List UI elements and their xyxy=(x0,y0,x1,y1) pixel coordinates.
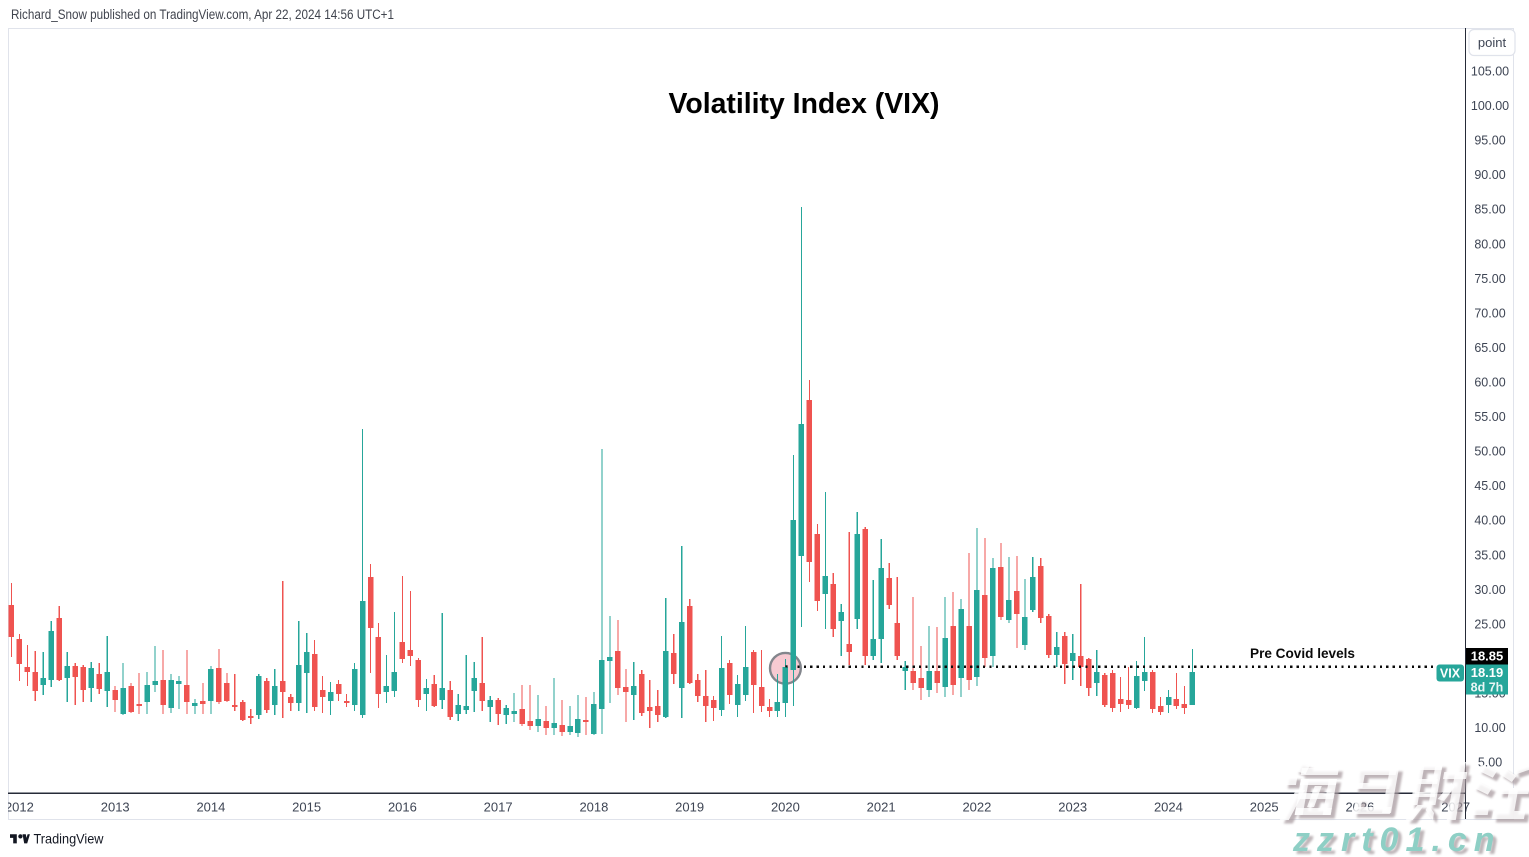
svg-text:2023: 2023 xyxy=(1058,800,1087,815)
svg-text:2018: 2018 xyxy=(579,800,608,815)
svg-text:2015: 2015 xyxy=(292,800,321,815)
svg-text:2017: 2017 xyxy=(484,800,513,815)
svg-text:45.00: 45.00 xyxy=(1474,479,1505,493)
svg-text:2019: 2019 xyxy=(675,800,704,815)
svg-text:25.00: 25.00 xyxy=(1474,617,1505,631)
svg-text:Volatility Index (VIX): Volatility Index (VIX) xyxy=(669,88,940,120)
svg-text:80.00: 80.00 xyxy=(1474,237,1505,251)
svg-text:2020: 2020 xyxy=(771,800,800,815)
svg-text:zzrt01.cn: zzrt01.cn xyxy=(1292,821,1502,857)
svg-text:2012: 2012 xyxy=(5,800,34,815)
svg-text:55.00: 55.00 xyxy=(1474,410,1505,424)
svg-text:2014: 2014 xyxy=(196,800,225,815)
svg-text:18.85: 18.85 xyxy=(1471,649,1504,664)
svg-text:40.00: 40.00 xyxy=(1474,514,1505,528)
svg-text:50.00: 50.00 xyxy=(1474,445,1505,459)
svg-text:2013: 2013 xyxy=(101,800,130,815)
svg-text:2022: 2022 xyxy=(962,800,991,815)
svg-text:85.00: 85.00 xyxy=(1474,203,1505,217)
svg-text:2021: 2021 xyxy=(867,800,896,815)
svg-text:18.19: 18.19 xyxy=(1471,665,1504,680)
svg-text:75.00: 75.00 xyxy=(1474,272,1505,286)
svg-text:2016: 2016 xyxy=(388,800,417,815)
svg-text:Richard_Snow published on Trad: Richard_Snow published on TradingView.co… xyxy=(11,7,394,22)
svg-text:105.00: 105.00 xyxy=(1471,65,1509,79)
svg-text:60.00: 60.00 xyxy=(1474,376,1505,390)
svg-text:zzrt01.cn: zzrt01.cn xyxy=(1296,824,1506,857)
svg-text:10.00: 10.00 xyxy=(1474,721,1505,735)
svg-text:90.00: 90.00 xyxy=(1474,168,1505,182)
svg-text:TradingView: TradingView xyxy=(34,831,105,847)
svg-text:point: point xyxy=(1478,35,1507,50)
svg-text:35.00: 35.00 xyxy=(1474,548,1505,562)
svg-text:100.00: 100.00 xyxy=(1471,99,1509,113)
svg-text:70.00: 70.00 xyxy=(1474,306,1505,320)
svg-text:2025: 2025 xyxy=(1250,800,1279,815)
svg-text:95.00: 95.00 xyxy=(1474,134,1505,148)
svg-text:2024: 2024 xyxy=(1154,800,1183,815)
svg-text:30.00: 30.00 xyxy=(1474,583,1505,597)
svg-text:65.00: 65.00 xyxy=(1474,341,1505,355)
svg-text:Pre Covid levels: Pre Covid levels xyxy=(1250,646,1355,661)
svg-text:VIX: VIX xyxy=(1440,667,1461,681)
svg-text:8d 7h: 8d 7h xyxy=(1471,681,1504,695)
